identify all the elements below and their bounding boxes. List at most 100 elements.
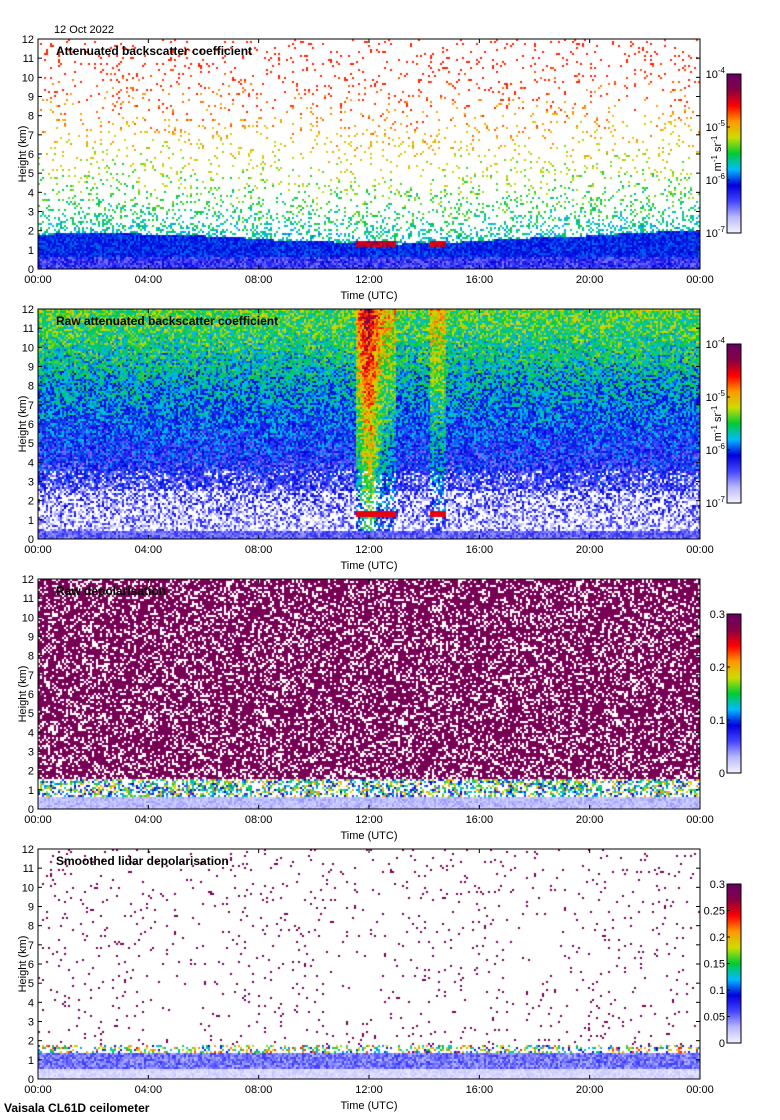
colorbar-tick-label: 0.1 bbox=[710, 715, 725, 727]
instrument-label: Vaisala CL61D ceilometer bbox=[4, 1101, 150, 1115]
y-tick-label: 12 bbox=[22, 34, 34, 46]
x-tick-label: 08:00 bbox=[245, 274, 273, 286]
y-axis-label: Height (km) bbox=[17, 936, 29, 993]
colorbar-tick-label: 10-5 bbox=[706, 119, 726, 134]
y-tick-label: 9 bbox=[28, 632, 34, 644]
y-tick-label: 5 bbox=[28, 168, 34, 180]
colorbar-tick-label: 0 bbox=[719, 1038, 725, 1050]
heatmap-image bbox=[38, 849, 700, 1079]
y-tick-label: 8 bbox=[28, 111, 34, 123]
y-tick-label: 11 bbox=[23, 323, 34, 335]
y-tick-label: 1 bbox=[28, 785, 34, 797]
y-axis-label: Height (km) bbox=[17, 666, 29, 723]
x-tick-label: 00:00 bbox=[686, 1084, 714, 1096]
y-tick-label: 5 bbox=[28, 708, 34, 720]
y-tick-label: 5 bbox=[28, 978, 34, 990]
panel-2: Raw attenuated backscatter coefficient 0 1… bbox=[17, 304, 742, 572]
y-tick-label: 10 bbox=[22, 342, 34, 354]
x-tick-label: 16:00 bbox=[466, 274, 494, 286]
x-tick-label: 20:00 bbox=[576, 814, 604, 826]
y-tick-label: 6 bbox=[28, 959, 34, 971]
y-tick-label: 2 bbox=[28, 226, 34, 238]
x-tick-label: 00:00 bbox=[686, 544, 714, 556]
y-axis-label: Height (km) bbox=[17, 396, 29, 453]
y-tick-label: 11 bbox=[23, 53, 34, 65]
x-tick-label: 04:00 bbox=[135, 274, 163, 286]
x-tick-label: 00:00 bbox=[24, 274, 52, 286]
colorbar-tick-label: 0.2 bbox=[710, 932, 725, 944]
colorbar bbox=[726, 613, 742, 774]
x-tick-label: 00:00 bbox=[24, 1084, 52, 1096]
x-tick-label: 20:00 bbox=[576, 544, 604, 556]
colorbar-tick-label: 0.25 bbox=[704, 906, 725, 918]
x-axis-label: Time (UTC) bbox=[340, 830, 397, 842]
y-tick-label: 0 bbox=[28, 1074, 34, 1086]
y-tick-label: 6 bbox=[28, 689, 34, 701]
panel-1: Attenuated backscatter coefficient012345… bbox=[17, 34, 742, 302]
x-axis-label: Time (UTC) bbox=[340, 290, 397, 302]
y-tick-label: 6 bbox=[28, 419, 34, 431]
x-tick-label: 12:00 bbox=[355, 544, 383, 556]
y-tick-label: 4 bbox=[28, 997, 34, 1009]
colorbar-tick-label: 10-6 bbox=[706, 172, 726, 187]
y-tick-label: 7 bbox=[28, 400, 34, 412]
y-tick-label: 8 bbox=[28, 381, 34, 393]
y-tick-label: 4 bbox=[28, 457, 34, 469]
colorbar-unit-label: m-1 sr-1 bbox=[710, 135, 724, 171]
colorbar-tick-label: 10-5 bbox=[706, 389, 726, 404]
x-tick-label: 00:00 bbox=[24, 814, 52, 826]
panel-4: Smoothed lidar depolarisation01234567891… bbox=[17, 844, 742, 1112]
y-tick-label: 8 bbox=[28, 651, 34, 663]
y-tick-label: 11 bbox=[23, 593, 34, 605]
y-tick-label: 10 bbox=[22, 882, 34, 894]
x-tick-label: 12:00 bbox=[355, 1084, 383, 1096]
y-tick-label: 6 bbox=[28, 149, 34, 161]
y-tick-label: 3 bbox=[28, 1017, 34, 1029]
y-tick-label: 1 bbox=[28, 1055, 34, 1067]
colorbar-tick-label: 0 bbox=[719, 768, 725, 780]
x-tick-label: 12:00 bbox=[355, 274, 383, 286]
colorbar-tick-label: 0.05 bbox=[704, 1012, 725, 1024]
colorbar-tick-label: 0.3 bbox=[710, 879, 725, 891]
x-tick-label: 00:00 bbox=[686, 814, 714, 826]
y-tick-label: 4 bbox=[28, 727, 34, 739]
x-tick-label: 04:00 bbox=[135, 814, 163, 826]
y-tick-label: 9 bbox=[28, 92, 34, 104]
heatmap-image bbox=[38, 39, 700, 269]
heatmap-image bbox=[38, 579, 700, 809]
x-tick-label: 00:00 bbox=[686, 274, 714, 286]
y-tick-label: 11 bbox=[23, 863, 34, 875]
x-tick-label: 08:00 bbox=[245, 544, 273, 556]
x-tick-label: 20:00 bbox=[576, 274, 604, 286]
x-tick-label: 08:00 bbox=[245, 814, 273, 826]
x-tick-label: 04:00 bbox=[135, 544, 163, 556]
x-tick-label: 04:00 bbox=[135, 1084, 163, 1096]
y-tick-label: 3 bbox=[28, 207, 34, 219]
panel-title: Attenuated backscatter coefficient bbox=[56, 44, 252, 58]
panel-title: Smoothed lidar depolarisation bbox=[56, 854, 229, 868]
y-axis-label: Height (km) bbox=[17, 126, 29, 183]
panel-title: Raw attenuated backscatter coefficient bbox=[56, 314, 278, 328]
y-tick-label: 8 bbox=[28, 921, 34, 933]
x-axis-label: Time (UTC) bbox=[340, 560, 397, 572]
y-tick-label: 0 bbox=[28, 264, 34, 276]
x-tick-label: 12:00 bbox=[355, 814, 383, 826]
panel-title: Raw depolarisation bbox=[56, 584, 166, 598]
colorbar-tick-label: 10-4 bbox=[706, 66, 726, 81]
y-tick-label: 5 bbox=[28, 438, 34, 450]
y-tick-label: 10 bbox=[22, 612, 34, 624]
y-tick-label: 2 bbox=[28, 766, 34, 778]
y-tick-label: 2 bbox=[28, 496, 34, 508]
y-tick-label: 1 bbox=[28, 515, 34, 527]
y-tick-label: 12 bbox=[22, 844, 34, 856]
x-tick-label: 16:00 bbox=[466, 544, 494, 556]
colorbar-tick-label: 0.3 bbox=[710, 609, 725, 621]
colorbar bbox=[726, 73, 742, 234]
y-tick-label: 3 bbox=[28, 477, 34, 489]
y-tick-label: 0 bbox=[28, 534, 34, 546]
x-axis-label: Time (UTC) bbox=[340, 1100, 397, 1112]
colorbar-unit-label: m-1 sr-1 bbox=[710, 405, 724, 441]
